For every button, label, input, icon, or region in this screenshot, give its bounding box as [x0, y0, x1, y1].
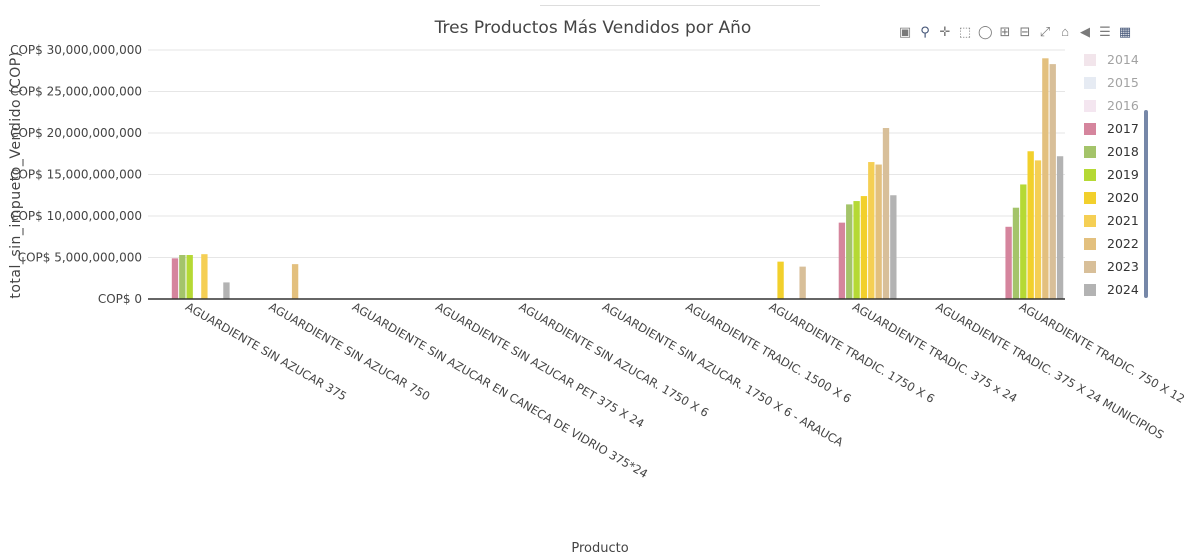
- lasso-icon[interactable]: ◯: [978, 24, 993, 39]
- legend-swatch: [1084, 76, 1096, 89]
- legend-label: 2017: [1107, 121, 1139, 136]
- legend-item[interactable]: 2019: [1084, 163, 1154, 186]
- legend-label: 2022: [1107, 236, 1139, 251]
- legend-swatch: [1084, 214, 1096, 227]
- legend-label: 2024: [1107, 282, 1139, 297]
- x-axis-title: Producto: [571, 541, 628, 556]
- legend-swatch: [1084, 283, 1096, 296]
- legend-swatch: [1084, 53, 1096, 66]
- legend-item[interactable]: 2022: [1084, 232, 1154, 255]
- bar-2019[interactable]: [186, 255, 193, 299]
- legend: 2014 2015 2016 2017 2018 2019 2020 2021 2022 2023…: [1084, 48, 1154, 301]
- y-tick-label: COP$ 5,000,000,000: [18, 251, 142, 265]
- camera-icon[interactable]: ▣: [898, 24, 912, 39]
- bar-2020[interactable]: [860, 196, 868, 299]
- legend-swatch: [1084, 260, 1096, 273]
- x-tick-label: AGUARDIENTE TRADIC. 1750 X 6: [767, 299, 937, 405]
- bar-2023[interactable]: [1049, 64, 1056, 299]
- bar-2020[interactable]: [1027, 151, 1034, 299]
- legend-swatch: [1084, 99, 1096, 112]
- zoom-icon[interactable]: ⚲: [920, 24, 930, 39]
- bar-2024[interactable]: [1056, 156, 1064, 299]
- bar-2023[interactable]: [799, 266, 806, 299]
- legend-swatch: [1084, 122, 1096, 135]
- pan-icon[interactable]: ✛: [939, 24, 951, 39]
- legend-scrollbar[interactable]: [1144, 110, 1148, 298]
- x-tick-label: AGUARDIENTE SIN AZUCAR EN CANECA DE VIDR…: [350, 299, 650, 480]
- y-tick-label: COP$ 20,000,000,000: [10, 126, 142, 140]
- bar-2021[interactable]: [1034, 160, 1042, 299]
- bar-2018[interactable]: [179, 255, 186, 299]
- legend-label: 2016: [1107, 98, 1139, 113]
- legend-item[interactable]: 2017: [1084, 117, 1154, 140]
- bar-2022[interactable]: [875, 164, 882, 299]
- y-axis-title: total_sin_impueto_Vendido (COP): [8, 51, 24, 298]
- chart-toolbar: ▣ ⚲ ✛ ⬚ ◯ ⊞ ⊟ ⤢ ⌂ ◀ ☰ ▦: [898, 22, 1132, 42]
- x-tick-label: AGUARDIENTE TRADIC. 1500 X 6: [683, 299, 853, 405]
- zoom-in-icon[interactable]: ⊞: [999, 24, 1011, 39]
- bar-2022[interactable]: [291, 264, 299, 299]
- bar-2021[interactable]: [868, 162, 875, 299]
- legend-item[interactable]: 2021: [1084, 209, 1154, 232]
- bar-2017[interactable]: [838, 222, 846, 299]
- y-tick-label: COP$ 30,000,000,000: [10, 43, 142, 57]
- bar-2017[interactable]: [171, 258, 179, 299]
- legend-item[interactable]: 2016: [1084, 94, 1154, 117]
- bar-2018[interactable]: [1012, 207, 1020, 299]
- legend-label: 2018: [1107, 144, 1139, 159]
- bars[interactable]: [171, 58, 1064, 299]
- bar-2024[interactable]: [890, 195, 897, 299]
- legend-label: 2021: [1107, 213, 1139, 228]
- y-axis-ticks: COP$ 0 COP$ 5,000,000,000 COP$ 10,000,000,…: [10, 43, 142, 306]
- legend-swatch: [1084, 168, 1096, 181]
- legend-item[interactable]: 2024: [1084, 278, 1154, 301]
- bar-2018[interactable]: [846, 204, 853, 299]
- legend-label: 2014: [1107, 52, 1139, 67]
- bar-2019[interactable]: [853, 201, 860, 299]
- bar-2022[interactable]: [1042, 58, 1049, 299]
- x-tick-label: AGUARDIENTE TRADIC. 375 x 24: [850, 299, 1019, 405]
- legend-swatch: [1084, 191, 1096, 204]
- reset-axes-icon[interactable]: ⌂: [1061, 24, 1069, 39]
- legend-item[interactable]: 2014: [1084, 48, 1154, 71]
- y-tick-label: COP$ 15,000,000,000: [10, 168, 142, 182]
- box-select-icon[interactable]: ⬚: [958, 24, 972, 39]
- grid-lines: [148, 49, 1065, 258]
- bar-2023[interactable]: [882, 128, 890, 299]
- hover-closest-icon[interactable]: ◀: [1080, 24, 1090, 39]
- autoscale-icon[interactable]: ⤢: [1039, 24, 1051, 39]
- plotly-logo-icon[interactable]: ▦: [1118, 24, 1132, 39]
- chart-title: Tres Productos Más Vendidos por Año: [434, 18, 752, 38]
- bar-2019[interactable]: [1020, 184, 1027, 299]
- top-divider: [540, 5, 820, 6]
- bar-2020[interactable]: [777, 261, 784, 299]
- bar-2021[interactable]: [201, 254, 208, 299]
- legend-item[interactable]: 2023: [1084, 255, 1154, 278]
- x-tick-label: AGUARDIENTE SIN AZUCAR 750: [267, 299, 433, 403]
- y-tick-label: COP$ 25,000,000,000: [10, 85, 142, 99]
- legend-label: 2019: [1107, 167, 1139, 182]
- legend-label: 2023: [1107, 259, 1139, 274]
- legend-item[interactable]: 2018: [1084, 140, 1154, 163]
- legend-item[interactable]: 2020: [1084, 186, 1154, 209]
- legend-item[interactable]: 2015: [1084, 71, 1154, 94]
- bar-2024[interactable]: [223, 282, 230, 299]
- legend-label: 2020: [1107, 190, 1139, 205]
- y-tick-label: COP$ 10,000,000,000: [10, 209, 142, 223]
- y-tick-label: COP$ 0: [98, 292, 142, 306]
- x-tick-label: AGUARDIENTE TRADIC. 750 X 12: [1017, 299, 1185, 405]
- x-tick-label: AGUARDIENTE SIN AZUCAR 375: [183, 299, 349, 403]
- hover-compare-icon[interactable]: ☰: [1099, 24, 1111, 39]
- zoom-out-icon[interactable]: ⊟: [1019, 24, 1031, 39]
- legend-label: 2015: [1107, 75, 1139, 90]
- bar-2017[interactable]: [1005, 226, 1012, 299]
- legend-swatch: [1084, 237, 1096, 250]
- legend-swatch: [1084, 145, 1096, 158]
